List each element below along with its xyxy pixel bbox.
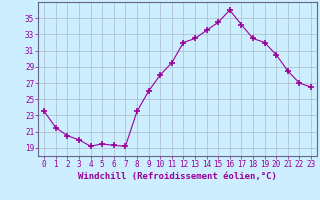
X-axis label: Windchill (Refroidissement éolien,°C): Windchill (Refroidissement éolien,°C) (78, 172, 277, 181)
